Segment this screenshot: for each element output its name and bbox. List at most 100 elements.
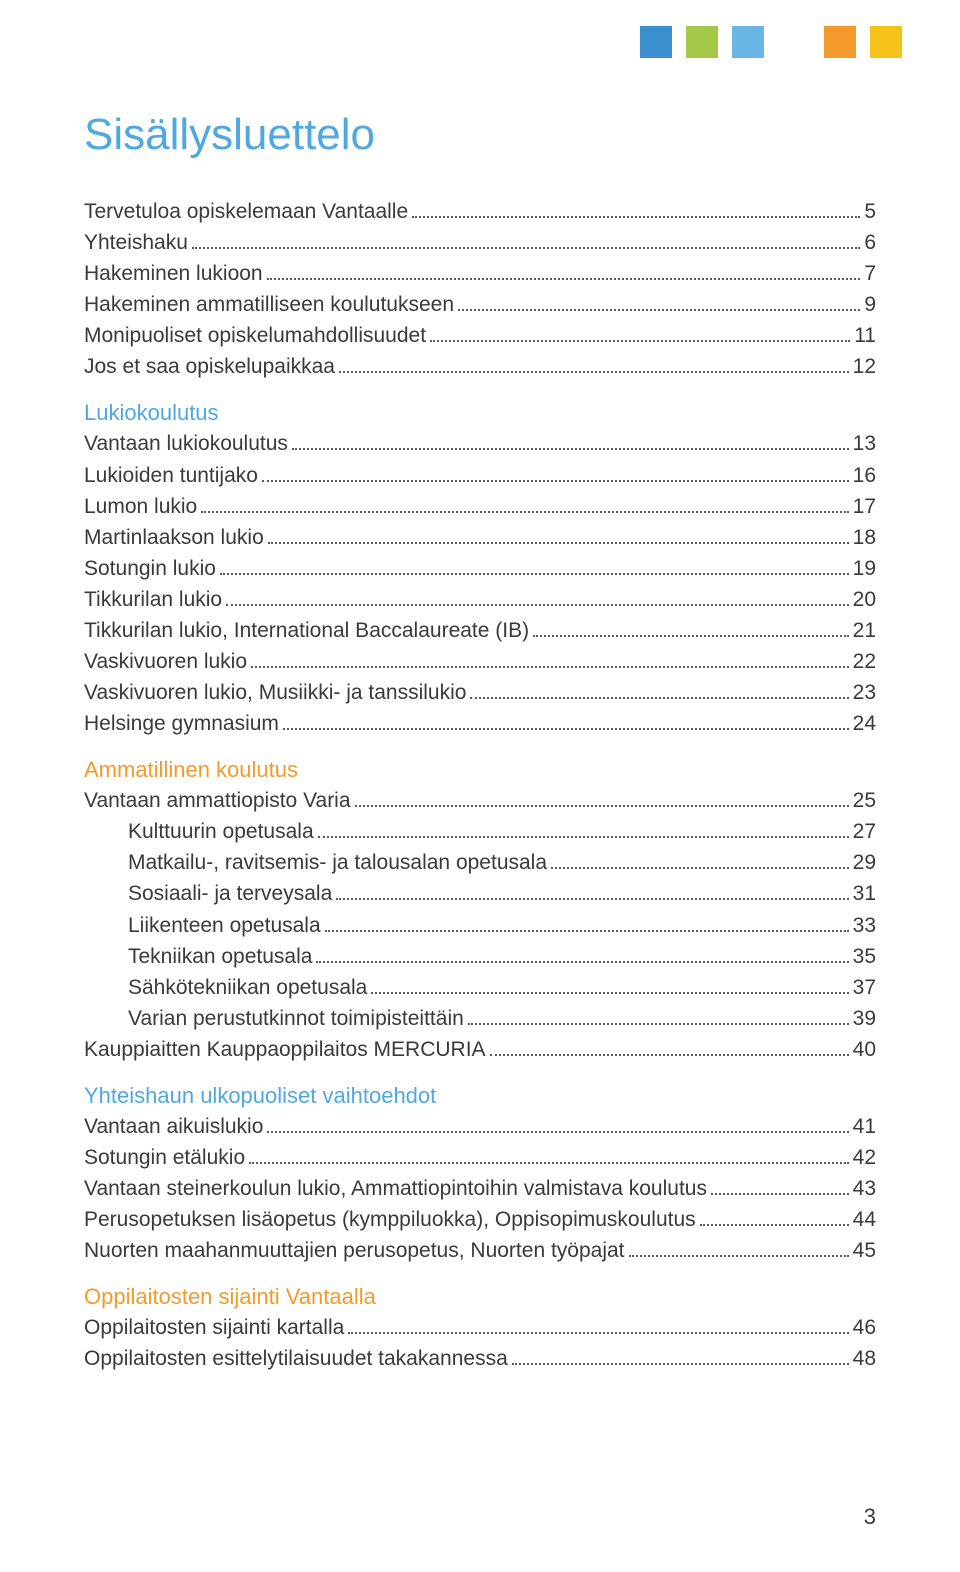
toc-page-number: 9 xyxy=(864,289,876,320)
color-square xyxy=(870,26,902,58)
toc-page-number: 46 xyxy=(853,1312,876,1343)
toc-leader-dots xyxy=(468,1023,849,1025)
toc-leader-dots xyxy=(470,697,848,699)
toc-leader-dots xyxy=(348,1332,848,1334)
toc-label: Sotungin lukio xyxy=(84,553,216,584)
toc-row: Vantaan steinerkoulun lukio, Ammattiopin… xyxy=(84,1173,876,1204)
toc-page-number: 27 xyxy=(853,816,876,847)
toc-label: Perusopetuksen lisäopetus (kymppiluokka)… xyxy=(84,1204,696,1235)
toc-leader-dots xyxy=(249,1162,849,1164)
toc-leader-dots xyxy=(551,867,849,869)
toc-row: Tekniikan opetusala35 xyxy=(84,941,876,972)
toc-row: Monipuoliset opiskelumahdollisuudet 11 xyxy=(84,320,876,351)
toc-label: Liikenteen opetusala xyxy=(128,910,321,941)
toc-leader-dots xyxy=(316,961,848,963)
toc-label: Vantaan ammattiopisto Varia xyxy=(84,785,351,816)
toc-label: Yhteishaku xyxy=(84,227,188,258)
color-square xyxy=(732,26,764,58)
toc-leader-dots xyxy=(339,371,849,373)
toc-leader-dots xyxy=(192,247,860,249)
toc-page-number: 29 xyxy=(853,847,876,878)
toc-row: Lukioiden tuntijako 16 xyxy=(84,460,876,491)
toc-row: Kauppiaitten Kauppaoppilaitos MERCURIA 40 xyxy=(84,1034,876,1065)
toc-row: Vantaan aikuislukio41 xyxy=(84,1111,876,1142)
toc-leader-dots xyxy=(355,805,849,807)
toc-row: Yhteishaku 6 xyxy=(84,227,876,258)
toc-row: Nuorten maahanmuuttajien perusopetus, Nu… xyxy=(84,1235,876,1266)
toc-page-number: 21 xyxy=(853,615,876,646)
toc-leader-dots xyxy=(458,309,860,311)
toc-row: Perusopetuksen lisäopetus (kymppiluokka)… xyxy=(84,1204,876,1235)
toc-leader-dots xyxy=(711,1193,849,1195)
table-of-contents: Tervetuloa opiskelemaan Vantaalle5Yhteis… xyxy=(84,196,876,1375)
toc-page-number: 37 xyxy=(853,972,876,1003)
toc-page-number: 24 xyxy=(853,708,876,739)
toc-row: Matkailu-, ravitsemis- ja talousalan ope… xyxy=(84,847,876,878)
toc-page-number: 48 xyxy=(853,1343,876,1374)
toc-row: Sotungin etälukio 42 xyxy=(84,1142,876,1173)
toc-page-number: 40 xyxy=(853,1034,876,1065)
toc-row: Lumon lukio17 xyxy=(84,491,876,522)
toc-leader-dots xyxy=(700,1224,849,1226)
toc-label: Kauppiaitten Kauppaoppilaitos MERCURIA xyxy=(84,1034,486,1065)
toc-label: Sotungin etälukio xyxy=(84,1142,245,1173)
toc-leader-dots xyxy=(267,278,861,280)
color-square xyxy=(778,26,810,58)
toc-label: Oppilaitosten esittelytilaisuudet takaka… xyxy=(84,1343,508,1374)
toc-label: Nuorten maahanmuuttajien perusopetus, Nu… xyxy=(84,1235,625,1266)
toc-row: Hakeminen ammatilliseen koulutukseen9 xyxy=(84,289,876,320)
toc-label: Tikkurilan lukio xyxy=(84,584,222,615)
toc-row: Vaskivuoren lukio22 xyxy=(84,646,876,677)
toc-label: Jos et saa opiskelupaikkaa xyxy=(84,351,335,382)
toc-label: Monipuoliset opiskelumahdollisuudet xyxy=(84,320,426,351)
toc-page-number: 42 xyxy=(853,1142,876,1173)
toc-leader-dots xyxy=(220,573,849,575)
section-heading: Yhteishaun ulkopuoliset vaihtoehdot xyxy=(84,1083,876,1109)
toc-page-number: 13 xyxy=(853,428,876,459)
toc-row: Sosiaali- ja terveysala31 xyxy=(84,878,876,909)
toc-label: Tikkurilan lukio, International Baccalau… xyxy=(84,615,529,646)
toc-page-number: 35 xyxy=(853,941,876,972)
toc-page-number: 31 xyxy=(853,878,876,909)
toc-leader-dots xyxy=(412,216,860,218)
toc-leader-dots xyxy=(283,728,849,730)
toc-page-number: 22 xyxy=(853,646,876,677)
toc-row: Martinlaakson lukio 18 xyxy=(84,522,876,553)
toc-page-number: 18 xyxy=(853,522,876,553)
toc-label: Oppilaitosten sijainti kartalla xyxy=(84,1312,344,1343)
color-square xyxy=(824,26,856,58)
toc-label: Sähkötekniikan opetusala xyxy=(128,972,367,1003)
toc-leader-dots xyxy=(490,1054,849,1056)
toc-page-number: 39 xyxy=(853,1003,876,1034)
toc-leader-dots xyxy=(262,480,849,482)
toc-label: Vaskivuoren lukio, Musiikki- ja tanssilu… xyxy=(84,677,466,708)
toc-row: Vantaan lukiokoulutus13 xyxy=(84,428,876,459)
toc-label: Martinlaakson lukio xyxy=(84,522,264,553)
toc-leader-dots xyxy=(226,604,849,606)
toc-page-number: 11 xyxy=(854,320,876,351)
section-heading: Oppilaitosten sijainti Vantaalla xyxy=(84,1284,876,1310)
toc-label: Varian perustutkinnot toimipisteittäin xyxy=(128,1003,464,1034)
toc-leader-dots xyxy=(292,448,849,450)
toc-leader-dots xyxy=(371,992,848,994)
toc-leader-dots xyxy=(268,542,849,544)
toc-leader-dots xyxy=(251,666,849,668)
color-square xyxy=(640,26,672,58)
toc-leader-dots xyxy=(267,1131,848,1133)
color-square xyxy=(686,26,718,58)
toc-label: Vantaan aikuislukio xyxy=(84,1111,263,1142)
toc-page-number: 6 xyxy=(864,227,876,258)
toc-row: Helsinge gymnasium 24 xyxy=(84,708,876,739)
toc-row: Tikkurilan lukio20 xyxy=(84,584,876,615)
toc-page-number: 7 xyxy=(864,258,876,289)
toc-label: Matkailu-, ravitsemis- ja talousalan ope… xyxy=(128,847,547,878)
toc-row: Sotungin lukio19 xyxy=(84,553,876,584)
toc-label: Lukioiden tuntijako xyxy=(84,460,258,491)
toc-row: Vantaan ammattiopisto Varia25 xyxy=(84,785,876,816)
toc-leader-dots xyxy=(336,898,848,900)
toc-page-number: 17 xyxy=(853,491,876,522)
toc-leader-dots xyxy=(325,930,849,932)
toc-label: Helsinge gymnasium xyxy=(84,708,279,739)
toc-page-number: 16 xyxy=(853,460,876,491)
toc-page-number: 33 xyxy=(853,910,876,941)
